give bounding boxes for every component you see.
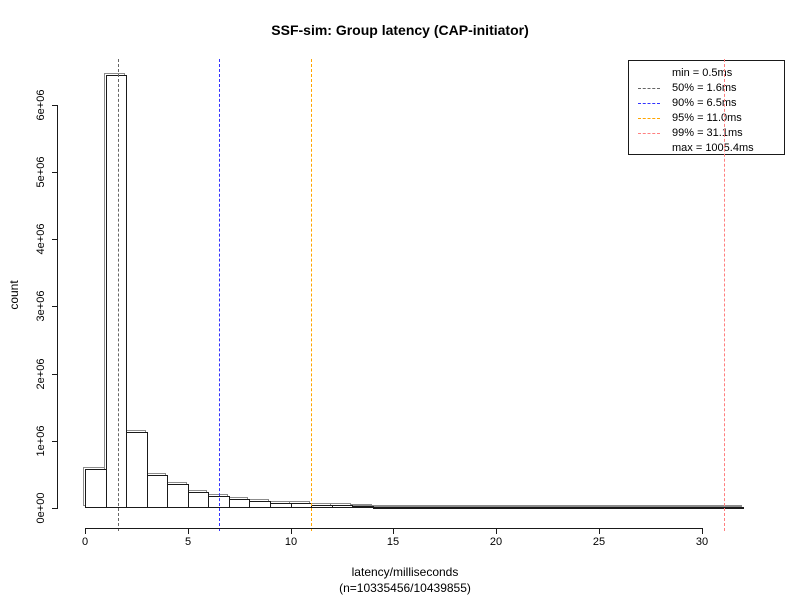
- x-axis-sample-count: (n=10335456/10439855): [339, 581, 471, 595]
- histogram-bar: [414, 507, 435, 509]
- histogram-bar: [85, 469, 107, 508]
- histogram-bar: [455, 507, 476, 509]
- legend-row: min = 0.5ms: [638, 66, 784, 81]
- x-axis-tick: [188, 529, 189, 534]
- legend-row: 99% = 31.1ms: [638, 126, 784, 141]
- percentile-line-90: [219, 59, 220, 531]
- x-axis-tick-label: 0: [81, 536, 89, 548]
- histogram-bar: [291, 503, 312, 508]
- x-axis-tick: [85, 529, 86, 534]
- histogram-bar: [434, 507, 456, 509]
- y-axis-tick: [52, 508, 57, 509]
- legend-row-text: min = 0.5ms: [672, 67, 733, 79]
- x-axis-tick: [599, 529, 600, 534]
- x-axis-tick-label: 25: [592, 536, 606, 548]
- x-axis-tick-label: 5: [184, 536, 192, 548]
- histogram-bar: [106, 75, 127, 508]
- histogram-bar: [311, 505, 333, 508]
- histogram-bar: [249, 501, 271, 508]
- y-axis-tick: [52, 306, 57, 307]
- x-axis-tick: [496, 529, 497, 534]
- legend-dash-swatch: [638, 103, 660, 104]
- y-axis-label: count: [7, 280, 21, 310]
- histogram-bar: [660, 507, 682, 509]
- y-axis-tick-label: 6e+06: [35, 89, 47, 121]
- histogram-bar: [537, 507, 559, 509]
- histogram-bar: [373, 507, 394, 509]
- y-axis-tick: [52, 374, 57, 375]
- x-axis-tick-label: 10: [284, 536, 298, 548]
- y-axis-line: [57, 105, 58, 509]
- legend-row: max = 1005.4ms: [638, 141, 784, 156]
- y-axis-tick-label: 3e+06: [35, 290, 47, 322]
- histogram-bar: [496, 507, 518, 509]
- histogram-bar: [188, 492, 209, 508]
- y-axis-tick: [52, 105, 57, 106]
- histogram-bar: [332, 505, 353, 508]
- histogram-bar: [167, 484, 189, 508]
- y-axis-tick-label: 1e+06: [35, 425, 47, 457]
- histogram-bar: [702, 507, 723, 509]
- histogram-bar: [352, 506, 374, 508]
- histogram-bar: [126, 432, 148, 508]
- histogram-bar: [599, 507, 620, 509]
- histogram-bar: [229, 499, 250, 508]
- histogram-bar: [640, 507, 661, 509]
- x-axis-tick-label: 20: [489, 536, 503, 548]
- y-axis-tick: [52, 239, 57, 240]
- histogram-bar: [475, 507, 497, 509]
- histogram-bar: [619, 507, 641, 509]
- histogram-bar: [681, 507, 703, 509]
- percentile-line-50: [118, 59, 119, 531]
- percentile-line-95: [311, 59, 312, 531]
- y-axis-tick-label: 2e+06: [35, 358, 47, 390]
- histogram-bar: [517, 507, 538, 509]
- y-axis-tick: [52, 441, 57, 442]
- x-axis-tick-label: 15: [386, 536, 400, 548]
- legend-row: 95% = 11.0ms: [638, 111, 784, 126]
- legend-dash-swatch: [638, 88, 660, 89]
- histogram-bar-shadow: [720, 505, 742, 507]
- legend: min = 0.5ms 50% = 1.6ms 90% = 6.5ms 95% = 1…: [628, 60, 785, 155]
- x-axis-label: latency/milliseconds: [351, 565, 459, 579]
- legend-row: 90% = 6.5ms: [638, 96, 784, 111]
- x-axis-tick-label: 30: [695, 536, 709, 548]
- percentile-line-99: [724, 59, 725, 531]
- y-axis-tick-label: 0e+00: [35, 492, 47, 524]
- x-axis-line: [85, 528, 703, 529]
- histogram-bar: [722, 507, 744, 509]
- y-axis-tick: [52, 172, 57, 173]
- y-axis-tick-label: 4e+06: [35, 223, 47, 255]
- legend-row-text: 99% = 31.1ms: [672, 127, 743, 139]
- legend-dash-swatch: [638, 133, 660, 134]
- x-axis-tick: [702, 529, 703, 534]
- histogram-bar: [270, 503, 292, 508]
- legend-row-text: 90% = 6.5ms: [672, 97, 737, 109]
- x-axis-tick: [393, 529, 394, 534]
- histogram-bar: [578, 507, 600, 509]
- legend-row: 50% = 1.6ms: [638, 81, 784, 96]
- histogram-bar: [558, 507, 579, 509]
- legend-row-text: 50% = 1.6ms: [672, 82, 737, 94]
- histogram-bar: [147, 475, 168, 508]
- chart-title: SSF-sim: Group latency (CAP-initiator): [271, 22, 529, 38]
- y-axis-tick-label: 5e+06: [35, 156, 47, 188]
- x-axis-tick: [291, 529, 292, 534]
- legend-dash-swatch: [638, 118, 660, 119]
- legend-row-text: 95% = 11.0ms: [672, 112, 742, 124]
- histogram-bar: [393, 507, 415, 509]
- legend-row-text: max = 1005.4ms: [672, 142, 754, 154]
